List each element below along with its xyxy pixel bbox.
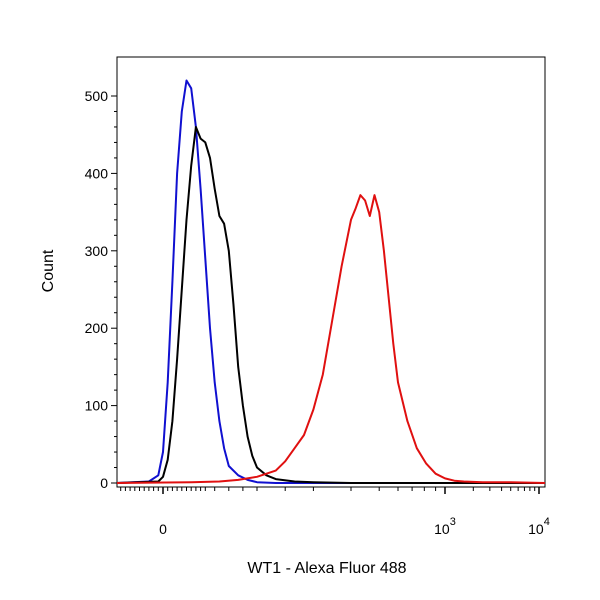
y-tick-label: 300 (85, 243, 109, 259)
y-tick-label: 500 (85, 88, 109, 104)
series-line-2 (116, 126, 545, 484)
series-layer (116, 79, 546, 484)
y-tick-label: 0 (100, 475, 108, 491)
x-axis-title: WT1 - Alexa Fluor 488 (247, 560, 406, 577)
plot-area (116, 56, 546, 488)
x-axis: 0103104105 (159, 487, 550, 537)
series-line-3 (116, 194, 546, 484)
y-axis-title: Count (40, 249, 57, 292)
y-tick-label: 400 (85, 165, 109, 181)
x-minor-ticks (120, 487, 536, 491)
x-tick-label: 103 (434, 516, 456, 537)
y-axis: 0 100 200 300 400 500 (85, 88, 117, 491)
x-tick-label: 104 (528, 516, 550, 537)
x-tick-label: 0 (159, 521, 167, 537)
series-line-1 (116, 79, 545, 484)
y-tick-label: 100 (85, 398, 109, 414)
y-tick-label: 200 (85, 320, 109, 336)
